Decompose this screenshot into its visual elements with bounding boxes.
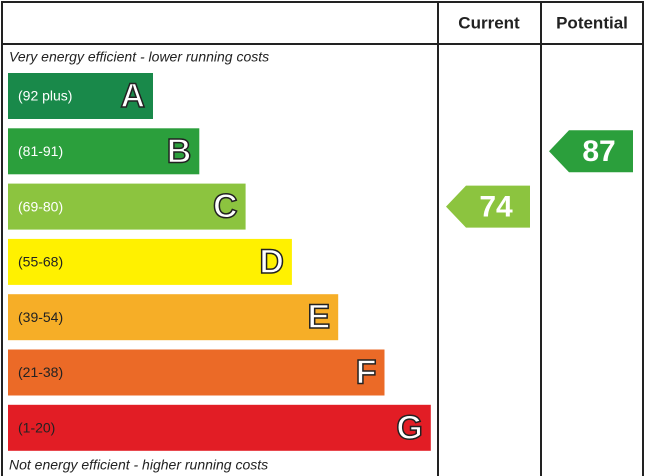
top-note: Very energy efficient - lower running co… <box>9 49 269 65</box>
potential-header: Potential <box>556 13 628 32</box>
band-range: (39-54) <box>18 309 63 325</box>
rating-band <box>8 294 339 341</box>
band-letter: A <box>120 77 145 115</box>
band-letter: F <box>356 353 377 391</box>
current-arrow <box>446 185 530 228</box>
bottom-note: Not energy efficient - higher running co… <box>9 457 268 473</box>
band-letter: E <box>308 298 331 336</box>
band-letter: C <box>213 188 238 226</box>
current-header: Current <box>458 13 520 32</box>
rating-band <box>8 404 431 451</box>
band-range: (1-20) <box>18 420 55 436</box>
current-value: 74 <box>479 191 513 224</box>
rating-band <box>8 183 246 230</box>
band-range: (81-91) <box>18 143 63 159</box>
rating-band <box>8 128 200 175</box>
rating-band <box>8 349 385 396</box>
band-letter: D <box>259 243 284 281</box>
potential-arrow <box>549 130 633 173</box>
band-range: (21-38) <box>18 364 63 380</box>
rating-band <box>8 73 153 119</box>
band-range: (69-80) <box>18 198 63 214</box>
rating-band <box>8 238 292 285</box>
band-range: (55-68) <box>18 254 63 270</box>
potential-value: 87 <box>582 135 615 168</box>
band-letter: B <box>167 132 192 170</box>
band-letter: G <box>396 409 422 447</box>
band-range: (92 plus) <box>18 88 72 104</box>
